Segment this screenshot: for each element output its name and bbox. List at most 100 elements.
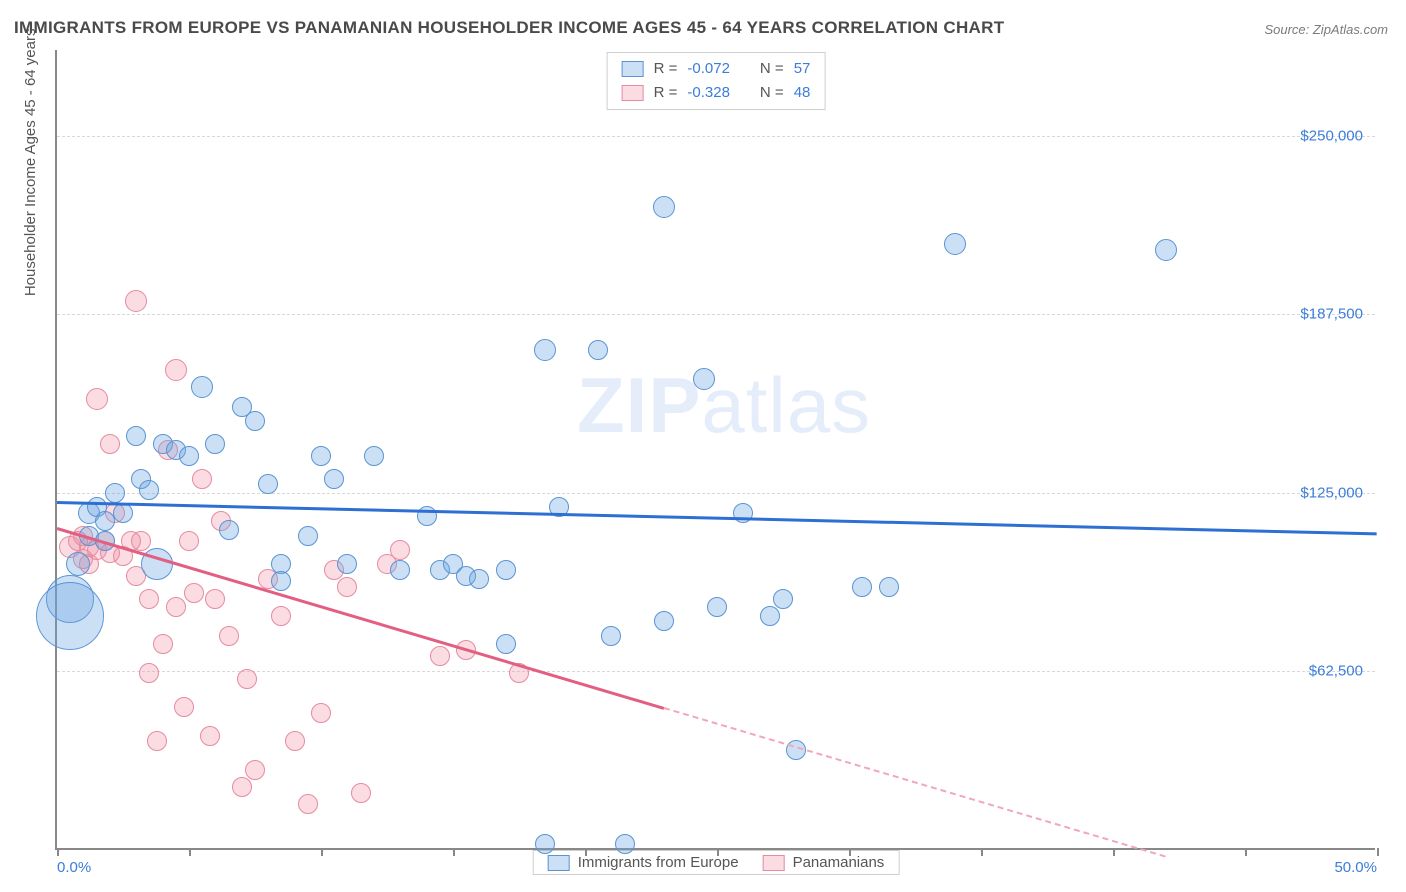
y-axis-label: Householder Income Ages 45 - 64 years: [22, 29, 39, 297]
data-point-pink: [205, 589, 225, 609]
data-point-pink: [165, 359, 187, 381]
data-point-pink: [153, 634, 173, 654]
data-point-blue: [337, 554, 357, 574]
data-point-blue: [105, 483, 125, 503]
data-point-blue: [879, 577, 899, 597]
data-point-blue: [36, 582, 104, 650]
data-point-blue: [615, 834, 635, 854]
data-point-blue: [852, 577, 872, 597]
data-point-pink: [139, 589, 159, 609]
gridline: [57, 314, 1375, 315]
data-point-pink: [237, 669, 257, 689]
data-point-blue: [311, 446, 331, 466]
data-point-pink: [200, 726, 220, 746]
data-point-pink: [184, 583, 204, 603]
data-point-pink: [219, 626, 239, 646]
ytick-label: $125,000: [1300, 484, 1363, 501]
legend-swatch-pink: [622, 85, 644, 101]
data-point-blue: [469, 569, 489, 589]
data-point-pink: [311, 703, 331, 723]
gridline: [57, 493, 1375, 494]
data-point-pink: [232, 777, 252, 797]
data-point-blue: [693, 368, 715, 390]
data-point-pink: [179, 531, 199, 551]
chart-source: Source: ZipAtlas.com: [1264, 22, 1388, 37]
legend-row-blue: R = -0.072 N = 57: [622, 57, 811, 81]
trendline-pink-dash: [664, 707, 1166, 857]
data-point-blue: [1155, 239, 1177, 261]
data-point-pink: [271, 606, 291, 626]
data-point-blue: [654, 611, 674, 631]
data-point-pink: [390, 540, 410, 560]
data-point-blue: [760, 606, 780, 626]
data-point-blue: [601, 626, 621, 646]
data-point-blue: [191, 376, 213, 398]
data-point-blue: [496, 560, 516, 580]
data-point-blue: [534, 339, 556, 361]
data-point-blue: [944, 233, 966, 255]
data-point-blue: [219, 520, 239, 540]
data-point-blue: [66, 552, 90, 576]
data-point-blue: [113, 503, 133, 523]
pink-n-value: 48: [794, 81, 811, 105]
gridline: [57, 136, 1375, 137]
blue-r-value: -0.072: [687, 57, 730, 81]
xtick-mark: [453, 848, 455, 856]
data-point-blue: [205, 434, 225, 454]
plot-area: ZIPatlas R = -0.072 N = 57 R = -0.328 N …: [55, 50, 1375, 850]
data-point-pink: [337, 577, 357, 597]
data-point-pink: [147, 731, 167, 751]
xtick-mark: [1113, 848, 1115, 856]
data-point-pink: [192, 469, 212, 489]
data-point-pink: [174, 697, 194, 717]
data-point-pink: [100, 434, 120, 454]
xtick-mark: [57, 848, 59, 856]
legend-item-pink: Panamanians: [763, 854, 885, 871]
data-point-blue: [324, 469, 344, 489]
ytick-label: $187,500: [1300, 306, 1363, 323]
ytick-label: $250,000: [1300, 127, 1363, 144]
data-point-pink: [298, 794, 318, 814]
data-point-blue: [496, 634, 516, 654]
data-point-blue: [179, 446, 199, 466]
data-point-blue: [271, 571, 291, 591]
data-point-blue: [390, 560, 410, 580]
data-point-pink: [86, 388, 108, 410]
legend-swatch-blue-icon: [548, 855, 570, 871]
chart-title: IMMIGRANTS FROM EUROPE VS PANAMANIAN HOU…: [14, 18, 1004, 38]
data-point-blue: [126, 426, 146, 446]
data-point-blue: [364, 446, 384, 466]
legend-correlation-stats: R = -0.072 N = 57 R = -0.328 N = 48: [607, 52, 826, 110]
xtick-mark: [1377, 848, 1379, 856]
data-point-pink: [430, 646, 450, 666]
xtick-mark: [585, 848, 587, 856]
legend-row-pink: R = -0.328 N = 48: [622, 81, 811, 105]
data-point-blue: [298, 526, 318, 546]
xtick-mark: [189, 848, 191, 856]
data-point-pink: [166, 597, 186, 617]
data-point-pink: [131, 531, 151, 551]
legend-swatch-blue: [622, 61, 644, 77]
data-point-blue: [535, 834, 555, 854]
data-point-pink: [245, 760, 265, 780]
legend-label-pink: Panamanians: [793, 854, 885, 871]
data-point-blue: [773, 589, 793, 609]
data-point-blue: [707, 597, 727, 617]
data-point-blue: [258, 474, 278, 494]
legend-series: Immigrants from Europe Panamanians: [533, 850, 900, 875]
data-point-pink: [285, 731, 305, 751]
xtick-mark: [717, 848, 719, 856]
data-point-blue: [139, 480, 159, 500]
xtick-mark: [321, 848, 323, 856]
data-point-pink: [125, 290, 147, 312]
data-point-pink: [139, 663, 159, 683]
pink-r-value: -0.328: [687, 81, 730, 105]
trendline-blue: [57, 501, 1377, 535]
blue-n-value: 57: [794, 57, 811, 81]
legend-label-blue: Immigrants from Europe: [578, 854, 739, 871]
correlation-chart: IMMIGRANTS FROM EUROPE VS PANAMANIAN HOU…: [0, 0, 1406, 892]
legend-swatch-pink-icon: [763, 855, 785, 871]
data-point-pink: [351, 783, 371, 803]
xtick-mark: [1245, 848, 1247, 856]
data-point-blue: [588, 340, 608, 360]
